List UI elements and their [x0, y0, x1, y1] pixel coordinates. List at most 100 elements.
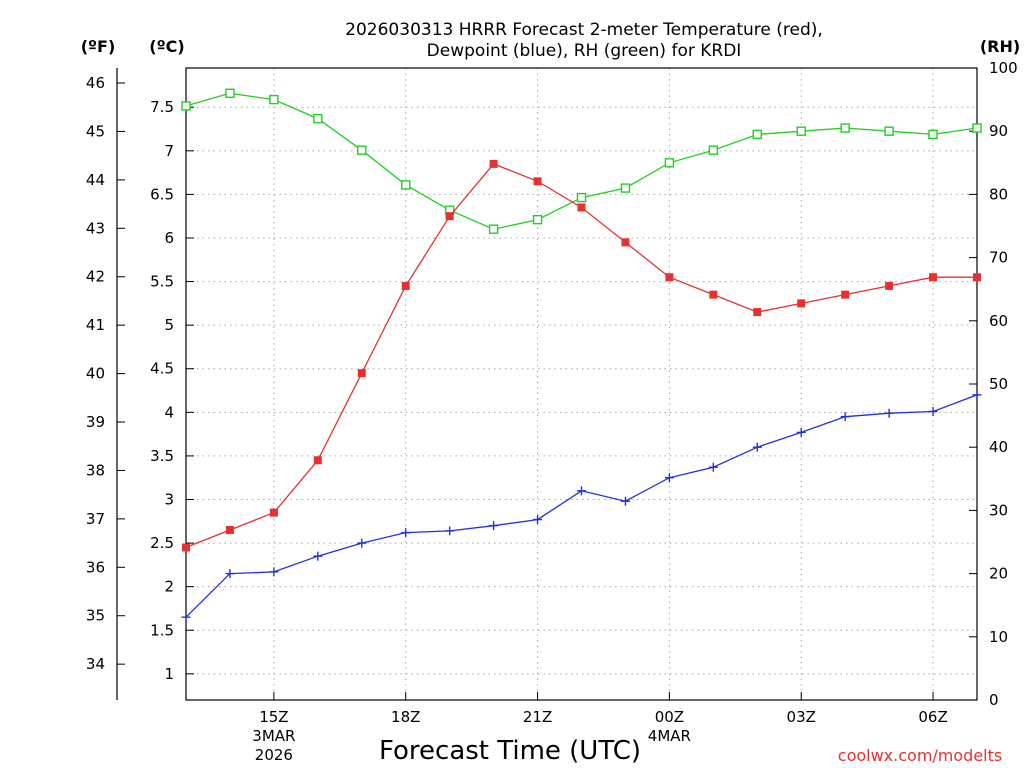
rh-tick-label: 20: [989, 565, 1008, 583]
celsius-axis: 1 1.5 2 2.5 3 3.5 4 4.5 5 5.5 6 6.5 7 7.5: [150, 98, 194, 683]
fahrenheit-tick-label: 41: [86, 316, 105, 334]
credit-text[interactable]: coolwx.com/modelts: [838, 746, 1002, 765]
temperature-point: [489, 159, 498, 168]
celsius-tick-label: 7.5: [150, 98, 174, 116]
chart-title-line2: Dewpoint (blue), RH (green) for KRDI: [427, 41, 742, 61]
rh-tick-label: 50: [989, 375, 1008, 393]
celsius-tick-label: 6: [164, 229, 174, 247]
rh-point: [576, 192, 587, 203]
dewpoint-point: [752, 442, 762, 452]
plot-frame: [185, 67, 978, 701]
rh-point: [708, 145, 719, 155]
celsius-tick-label: 3: [164, 491, 174, 509]
fahrenheit-tick-label: 44: [86, 171, 105, 189]
celsius-tick-label: 7: [164, 142, 174, 160]
temperature-point: [182, 543, 190, 552]
rh-point: [181, 101, 191, 111]
grid-lines: [186, 68, 977, 700]
celsius-tick-label: 4: [164, 403, 174, 421]
dewpoint-series: [181, 390, 982, 622]
dewpoint-point: [225, 569, 235, 579]
dewpoint-point: [620, 496, 630, 506]
temperature-point: [665, 273, 674, 282]
fahrenheit-tick-label: 38: [86, 461, 105, 479]
celsius-unit-label: (ºC): [149, 37, 184, 56]
celsius-tick-label: 6.5: [150, 185, 174, 203]
temperature-series: [182, 159, 981, 552]
dewpoint-point: [181, 612, 191, 622]
rh-point: [401, 180, 411, 190]
temperature-point: [797, 299, 806, 308]
dewpoint-point: [401, 528, 411, 538]
rh-tick-label: 40: [989, 438, 1008, 456]
chart-title-line1: 2026030313 HRRR Forecast 2-meter Tempera…: [345, 20, 823, 40]
dewpoint-point: [708, 462, 718, 472]
fahrenheit-tick-label: 46: [86, 74, 105, 92]
celsius-tick-label: 4.5: [150, 360, 174, 378]
rh-point: [532, 214, 543, 225]
rh-point: [313, 113, 323, 124]
rh-point: [928, 129, 938, 140]
temperature-point: [621, 238, 630, 247]
rh-point: [225, 88, 235, 98]
rh-unit-label: (RH): [980, 37, 1020, 56]
rh-tick-label: 10: [989, 628, 1008, 646]
dewpoint-point: [664, 473, 674, 483]
temperature-point: [753, 308, 762, 317]
temperature-point: [445, 212, 454, 221]
fahrenheit-unit-label: (ºF): [81, 37, 116, 56]
rh-point: [840, 123, 850, 133]
fahrenheit-tick-label: 36: [86, 558, 105, 576]
rh-tick-label: 70: [989, 249, 1008, 267]
fahrenheit-tick-label: 42: [86, 268, 105, 286]
time-tick-label: 21Z: [523, 708, 552, 726]
time-tick-label: 03Z: [787, 708, 816, 726]
dewpoint-point: [489, 521, 499, 531]
fahrenheit-tick-label: 37: [86, 510, 105, 528]
temperature-point: [973, 273, 981, 282]
rh-axis: 0 10 20 30 40 50 60 70 80 90 100: [969, 59, 1018, 709]
dewpoint-point: [445, 526, 455, 536]
temperature-point: [533, 177, 542, 186]
celsius-tick-label: 3.5: [150, 447, 174, 465]
rh-point: [269, 94, 279, 105]
time-tick-label: 15Z: [259, 708, 288, 726]
dewpoint-point: [533, 515, 543, 525]
temperature-point: [225, 526, 234, 535]
fahrenheit-tick-label: 40: [86, 365, 105, 383]
x-axis-title: Forecast Time (UTC): [379, 736, 641, 766]
rh-point: [972, 123, 982, 133]
celsius-tick-label: 2.5: [150, 534, 174, 552]
rh-tick-label: 80: [989, 185, 1008, 203]
rh-tick-label: 90: [989, 122, 1008, 140]
dewpoint-point: [884, 408, 894, 418]
fahrenheit-tick-label: 43: [86, 219, 105, 237]
dewpoint-line: [185, 394, 978, 618]
rh-point: [620, 183, 631, 193]
fahrenheit-tick-label: 45: [86, 122, 105, 140]
celsius-tick-label: 5.5: [150, 273, 174, 291]
rh-point: [884, 126, 894, 136]
time-tick-label: 18Z: [391, 708, 420, 726]
temperature-point: [841, 290, 850, 299]
rh-point: [357, 145, 367, 155]
temperature-point: [577, 203, 586, 212]
date-label: 3MAR: [252, 727, 295, 745]
celsius-tick-label: 1.5: [150, 621, 174, 639]
year-label: 2026: [255, 746, 293, 764]
celsius-tick-label: 2: [164, 578, 174, 596]
temperature-point: [401, 281, 410, 290]
rh-tick-label: 60: [989, 312, 1008, 330]
fahrenheit-tick-label: 34: [86, 655, 105, 673]
celsius-tick-label: 5: [164, 316, 174, 334]
rh-tick-label: 0: [989, 691, 999, 709]
fahrenheit-axis: 34 35 36 37 38 39 40 41 42 43 44 45 46: [86, 74, 125, 673]
date-label: 4MAR: [648, 727, 691, 745]
rh-point: [488, 224, 499, 234]
dewpoint-point: [313, 551, 323, 561]
rh-tick-label: 100: [989, 59, 1018, 77]
dewpoint-point: [840, 412, 850, 422]
time-tick-label: 06Z: [918, 708, 947, 726]
